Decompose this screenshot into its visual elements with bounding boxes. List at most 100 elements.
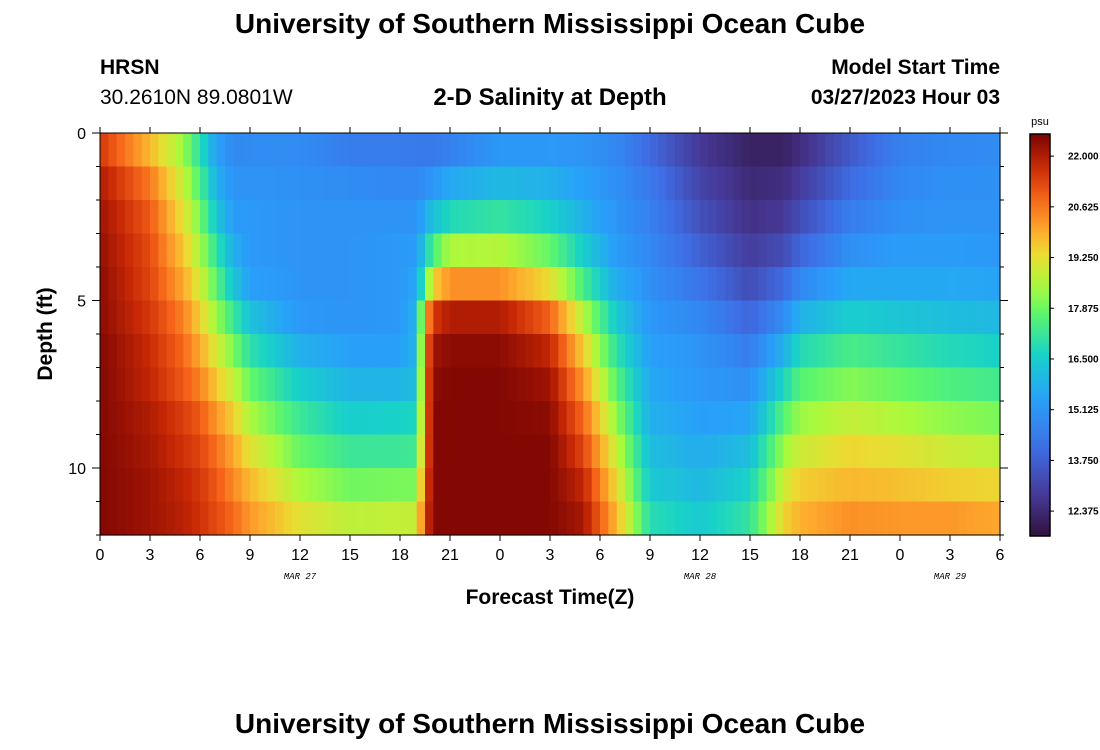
colorbar-tick-label: 20.625 <box>1068 202 1099 213</box>
heatmap-cell <box>941 501 951 536</box>
heatmap-cell <box>958 501 968 536</box>
heatmap-cell <box>675 434 684 469</box>
heatmap-cell <box>800 200 809 235</box>
heatmap-cell <box>541 434 551 469</box>
heatmap-cell <box>891 200 901 235</box>
heatmap-cell <box>191 468 201 503</box>
heatmap-cell <box>941 233 951 268</box>
heatmap-cell <box>158 233 168 268</box>
heatmap-cell <box>100 501 109 536</box>
heatmap-cell <box>833 334 843 369</box>
heatmap-cell <box>508 434 518 469</box>
heatmap-cell <box>191 501 201 536</box>
heatmap-cell <box>683 267 693 302</box>
heatmap-cell <box>483 401 493 436</box>
heatmap-cell <box>200 166 209 201</box>
heatmap-cell <box>475 501 484 536</box>
heatmap-cell <box>366 166 376 201</box>
heatmap-cell <box>691 434 701 469</box>
heatmap-cell <box>383 267 393 302</box>
heatmap-cell <box>758 200 768 235</box>
heatmap-cell <box>583 434 593 469</box>
heatmap-cell <box>958 434 968 469</box>
heatmap-cell <box>741 334 751 369</box>
heatmap-cell <box>458 200 468 235</box>
heatmap-cell <box>641 267 651 302</box>
heatmap-cell <box>900 267 909 302</box>
heatmap-cell <box>775 468 784 503</box>
heatmap-cell <box>975 501 984 536</box>
heatmap-cell <box>475 133 484 168</box>
heatmap-cell <box>541 267 551 302</box>
heatmap-cell <box>675 468 684 503</box>
heatmap-cell <box>800 133 809 168</box>
heatmap-cell <box>200 300 209 335</box>
heatmap-cell <box>491 401 501 436</box>
heatmap-cell <box>550 434 559 469</box>
heatmap-cell <box>600 401 609 436</box>
heatmap-cell <box>550 367 559 402</box>
heatmap-cell <box>758 267 768 302</box>
heatmap-cell <box>675 133 684 168</box>
heatmap-cell <box>408 166 418 201</box>
heatmap-cell <box>491 334 501 369</box>
heatmap-cell <box>133 334 143 369</box>
heatmap-cell <box>650 501 659 536</box>
heatmap-cell <box>650 434 659 469</box>
heatmap-cell <box>816 401 826 436</box>
heatmap-cell <box>616 334 626 369</box>
heatmap-cell <box>975 468 984 503</box>
heatmap-cell <box>366 401 376 436</box>
heatmap-cell <box>550 166 559 201</box>
heatmap-cell <box>650 233 659 268</box>
heatmap-cell <box>483 133 493 168</box>
heatmap-cell <box>266 166 276 201</box>
heatmap-cell <box>533 133 543 168</box>
heatmap-cell <box>958 133 968 168</box>
heatmap-cell <box>441 200 451 235</box>
heatmap-cell <box>450 434 459 469</box>
heatmap-cell <box>141 367 151 402</box>
heatmap-cell <box>525 434 534 469</box>
heatmap-cell <box>350 200 359 235</box>
heatmap-cell <box>416 401 426 436</box>
heatmap-cell <box>275 367 284 402</box>
heatmap-cell <box>816 367 826 402</box>
heatmap-cell <box>525 468 534 503</box>
heatmap-cell <box>883 367 893 402</box>
heatmap-cell <box>633 434 643 469</box>
heatmap-cell <box>233 401 243 436</box>
heatmap-cell <box>825 501 834 536</box>
heatmap-cell <box>691 267 701 302</box>
heatmap-cell <box>175 233 184 268</box>
heatmap-cell <box>750 334 759 369</box>
heatmap-cell <box>100 267 109 302</box>
date-label: MAR 28 <box>684 572 717 582</box>
heatmap-cell <box>350 133 359 168</box>
heatmap-cell <box>316 133 326 168</box>
heatmap-cell <box>433 434 443 469</box>
heatmap-cell <box>466 133 476 168</box>
heatmap-cell <box>250 434 259 469</box>
heatmap-cell <box>941 401 951 436</box>
heatmap-cell <box>716 367 726 402</box>
heatmap-cell <box>925 233 934 268</box>
heatmap-cell <box>275 233 284 268</box>
heatmap-cell <box>333 401 343 436</box>
heatmap-cell <box>141 166 151 201</box>
heatmap-cell <box>658 501 668 536</box>
heatmap-cell <box>483 367 493 402</box>
heatmap-cell <box>116 166 126 201</box>
heatmap-cell <box>891 468 901 503</box>
heatmap-cell <box>225 166 234 201</box>
heatmap-cell <box>308 133 318 168</box>
heatmap-cell <box>450 267 459 302</box>
heatmap-cell <box>941 200 951 235</box>
heatmap-cell <box>808 401 818 436</box>
heatmap-cell <box>533 367 543 402</box>
heatmap-cell <box>675 267 684 302</box>
heatmap-cell <box>583 200 593 235</box>
heatmap-cell <box>341 267 351 302</box>
heatmap-cell <box>133 300 143 335</box>
heatmap-cell <box>808 501 818 536</box>
